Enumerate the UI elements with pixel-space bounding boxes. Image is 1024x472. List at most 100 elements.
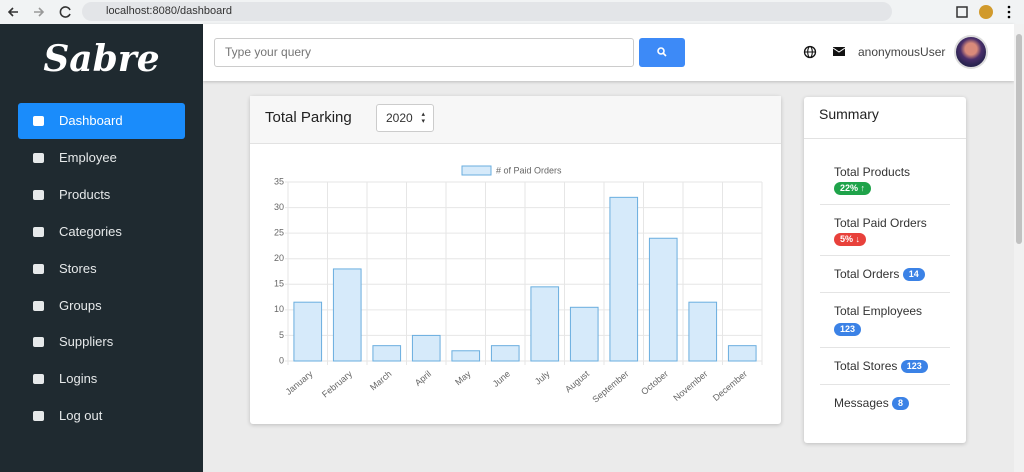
nav-icon <box>33 374 44 385</box>
nav-item[interactable]: Groups <box>18 288 185 324</box>
summary-label: Total Employees <box>834 304 923 318</box>
sidebar <box>0 24 203 472</box>
search-button[interactable] <box>639 38 685 67</box>
nav-icon <box>33 116 44 126</box>
summary-label: Total Orders <box>834 267 900 281</box>
bar <box>490 345 520 362</box>
y-tick-label: 30 <box>274 202 284 212</box>
badge: 22% ↑ <box>834 182 872 195</box>
summary-item: Total Employees 123 <box>820 293 950 348</box>
summary-label: Total Stores <box>834 359 898 373</box>
x-tick-label: October <box>639 369 670 397</box>
nav-item[interactable]: Employee <box>18 140 185 176</box>
bar <box>293 301 323 362</box>
nav-icon <box>33 152 44 163</box>
nav-buttons[interactable] <box>8 5 74 19</box>
summary-item: Total Paid Orders 5% ↓ <box>820 205 950 256</box>
scrollbar[interactable] <box>1014 24 1024 472</box>
year-select[interactable]: 2020 <box>376 104 434 132</box>
nav-item[interactable]: Stores <box>18 251 185 287</box>
x-tick-label: January <box>284 368 315 397</box>
nav-label: Stores <box>59 260 97 276</box>
bar <box>530 286 560 362</box>
x-tick-label: March <box>368 369 394 393</box>
chart-card <box>250 96 781 424</box>
nav-item[interactable]: Products <box>18 177 185 213</box>
search-input[interactable]: Type your query <box>214 38 634 67</box>
brand[interactable]: Sabre <box>43 38 160 80</box>
user-name[interactable]: anonymousUser <box>858 45 946 59</box>
browser-icons[interactable] <box>955 3 1015 21</box>
bar <box>332 268 362 362</box>
summary-label: Total Products <box>834 165 911 179</box>
summary-item: Total Orders 14 <box>820 256 950 293</box>
y-tick-label: 5 <box>279 330 284 340</box>
y-tick-label: 20 <box>274 253 284 263</box>
nav-icon <box>33 263 44 274</box>
y-tick-label: 15 <box>274 279 284 289</box>
x-tick-label: December <box>711 369 749 403</box>
bar <box>372 345 402 362</box>
nav-item[interactable]: Suppliers <box>18 324 185 360</box>
x-tick-label: August <box>563 368 591 394</box>
summary-item: Total Stores 123 <box>820 348 950 385</box>
badge: 5% ↓ <box>834 233 867 246</box>
nav-item[interactable]: Logins <box>18 361 185 397</box>
address-bar[interactable]: localhost:8080/dashboard <box>82 2 892 21</box>
nav-label: Employee <box>59 149 117 165</box>
chart-card-header <box>250 96 781 144</box>
legend-swatch <box>461 165 492 176</box>
badge: 14 <box>902 268 925 282</box>
x-tick-label: April <box>413 369 433 388</box>
summary-label: Messages <box>834 396 889 410</box>
x-tick-label: July <box>533 368 552 386</box>
chart: 0 5 10 15 20 25 30 35 January February March April M… <box>274 165 763 405</box>
nav-item[interactable]: Dashboard <box>18 103 185 139</box>
summary-item: Messages 8 <box>820 385 950 421</box>
summary-list: Total Products 22% ↑ Total Paid Orders 5%… <box>820 154 950 421</box>
x-tick-label: November <box>671 369 709 403</box>
bar <box>569 306 599 362</box>
bar <box>411 334 441 362</box>
browser-bar: localhost:8080/dashboard <box>0 0 1024 24</box>
url: localhost:8080/dashboard <box>106 5 232 17</box>
bar <box>609 196 639 362</box>
x-tick-label: September <box>590 369 630 405</box>
y-tick-label: 35 <box>274 176 284 186</box>
nav-icon <box>33 337 44 348</box>
nav-item[interactable]: Log out <box>18 398 185 434</box>
badge: 123 <box>900 360 928 374</box>
avatar[interactable] <box>954 35 988 69</box>
nav-icon <box>33 300 44 311</box>
nav-label: Logins <box>59 371 98 387</box>
nav-label: Categories <box>59 223 122 239</box>
bar <box>648 237 678 362</box>
nav-item[interactable]: Categories <box>18 214 185 250</box>
nav-icon <box>33 189 44 200</box>
summary-label: Total Paid Orders <box>834 216 927 230</box>
nav-label: Products <box>59 186 111 202</box>
nav-label: Suppliers <box>59 334 114 350</box>
badge: 123 <box>834 323 862 337</box>
y-tick-label: 10 <box>274 304 284 314</box>
x-tick-label: June <box>491 369 512 389</box>
summary-card <box>804 97 966 443</box>
nav-label: Log out <box>59 408 103 424</box>
legend-label: # of Paid Orders <box>496 165 562 175</box>
bar <box>727 345 757 362</box>
nav-icon <box>33 411 44 422</box>
nav-label: Groups <box>59 297 102 313</box>
nav-icon <box>33 226 44 237</box>
nav-label: Dashboard <box>59 113 123 128</box>
bar <box>451 350 481 362</box>
header-icons[interactable] <box>803 45 847 59</box>
bar <box>688 301 718 362</box>
summary-item: Total Products 22% ↑ <box>820 154 950 205</box>
chart-title: Total Parking <box>265 109 352 126</box>
y-tick-label: 0 <box>279 355 284 365</box>
x-tick-label: May <box>453 368 473 387</box>
y-tick-label: 25 <box>274 228 284 238</box>
badge: 8 <box>892 397 910 411</box>
x-tick-label: February <box>320 368 354 399</box>
